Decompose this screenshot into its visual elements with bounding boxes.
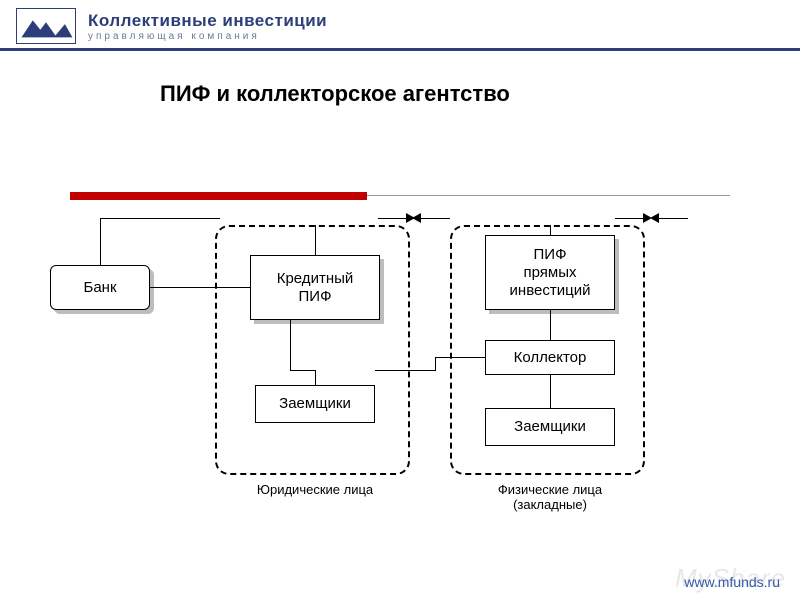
conn-left-out [378,218,408,219]
company-subtitle: управляющая компания [88,31,327,42]
node-borrowers-1: Заемщики [255,385,375,423]
group-left-label: Юридические лица [235,482,395,497]
accent-rule [70,195,730,197]
node-pif-direct-label: ПИФ прямых инвестиций [510,246,591,300]
page-title: ПИФ и коллекторское агентство [0,51,800,107]
conn-b1-step-v [435,357,436,371]
conn-bank-creditpif [150,287,250,288]
arrow-far-in-icon [650,213,659,223]
diagram: Банк Кредитный ПИФ Заемщики ПИФ прямых и… [40,210,760,560]
logo-text: Коллективные инвестиции управляющая комп… [88,11,327,42]
conn-pif-collector [550,310,551,340]
node-borrowers-1-label: Заемщики [279,395,351,413]
conn-collector-borrowers2 [550,375,551,408]
conn-right-out [615,218,645,219]
conn-far-in [658,218,688,219]
group-right-label: Физические лица (закладные) [470,482,630,512]
node-borrowers-2: Заемщики [485,408,615,446]
node-pif-direct: ПИФ прямых инвестиций [485,235,615,310]
node-credit-pif-label: Кредитный ПИФ [277,270,354,306]
conn-leftgroup-top [315,225,316,255]
conn-creditpif-down [290,320,291,370]
header: Коллективные инвестиции управляющая комп… [0,0,800,48]
red-bar [70,192,367,200]
conn-rightgroup-top [550,225,551,235]
conn-borrowers1-up [315,370,316,385]
node-collector: Коллектор [485,340,615,375]
node-borrowers-2-label: Заемщики [514,418,586,436]
footer-link[interactable]: www.mfunds.ru [684,574,780,590]
arrow-right-in-icon [412,213,421,223]
conn-b1-out [375,370,435,371]
node-credit-pif: Кредитный ПИФ [250,255,380,320]
conn-b1-to-collector [435,357,485,358]
node-bank: Банк [50,265,150,310]
conn-bank-up [100,218,101,265]
conn-b1-leg [290,370,291,371]
logo-icon [16,8,76,44]
company-title: Коллективные инвестиции [88,11,327,31]
conn-right-in [420,218,450,219]
node-bank-label: Банк [83,279,116,297]
conn-creditpif-h [290,370,315,371]
conn-bank-to-leftgroup [100,218,220,219]
node-collector-label: Коллектор [514,349,587,367]
